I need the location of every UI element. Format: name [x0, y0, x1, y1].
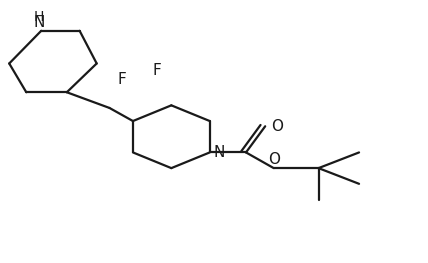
Text: F: F [152, 63, 161, 78]
Text: O: O [272, 119, 284, 134]
Text: F: F [118, 72, 127, 87]
Text: O: O [268, 152, 280, 167]
Text: N: N [213, 145, 225, 160]
Text: N: N [33, 15, 45, 30]
Text: H: H [34, 10, 44, 24]
